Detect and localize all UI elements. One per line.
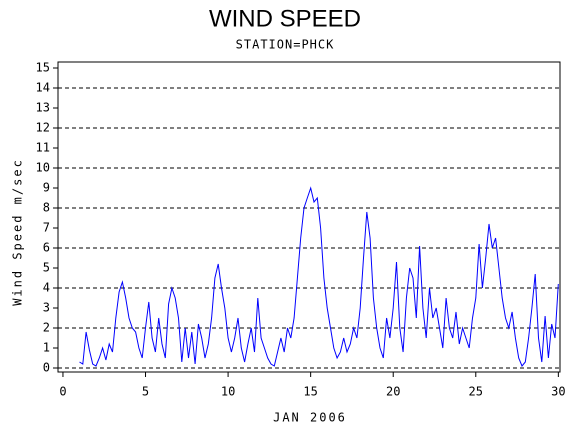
y-tick-label: 8 (43, 201, 50, 215)
chart-subtitle: STATION=PHCK (236, 38, 335, 52)
y-tick-label: 7 (43, 221, 50, 235)
y-tick-label: 15 (36, 61, 50, 75)
y-tick-label: 9 (43, 181, 50, 195)
data-line (79, 186, 559, 367)
x-tick-label: 5 (142, 385, 149, 399)
x-tick-label: 20 (386, 385, 400, 399)
y-tick-label: 14 (36, 81, 50, 95)
plot-frame (57, 61, 561, 373)
y-tick-label: 13 (36, 101, 50, 115)
x-tick-label: 10 (221, 385, 235, 399)
chart-title: WIND SPEED (209, 5, 361, 32)
y-tick-label: 5 (43, 261, 50, 275)
y-tick-label: 2 (43, 321, 50, 335)
x-axis-label: JAN 2006 (273, 411, 347, 425)
y-tick-label: 1 (43, 341, 50, 355)
y-tick-label: 12 (36, 121, 50, 135)
y-tick-label: 10 (36, 161, 50, 175)
y-tick-label: 4 (43, 281, 50, 295)
y-tick-label: 0 (43, 361, 50, 375)
y-tick-label: 11 (36, 141, 50, 155)
x-tick-label: 30 (551, 385, 565, 399)
y-tick-label: 6 (43, 241, 50, 255)
x-tick-label: 15 (303, 385, 317, 399)
y-axis-label: Wind Speed m/sec (11, 158, 25, 306)
x-tick-label: 25 (469, 385, 483, 399)
x-tick-label: 0 (59, 385, 66, 399)
y-tick-label: 3 (43, 301, 50, 315)
